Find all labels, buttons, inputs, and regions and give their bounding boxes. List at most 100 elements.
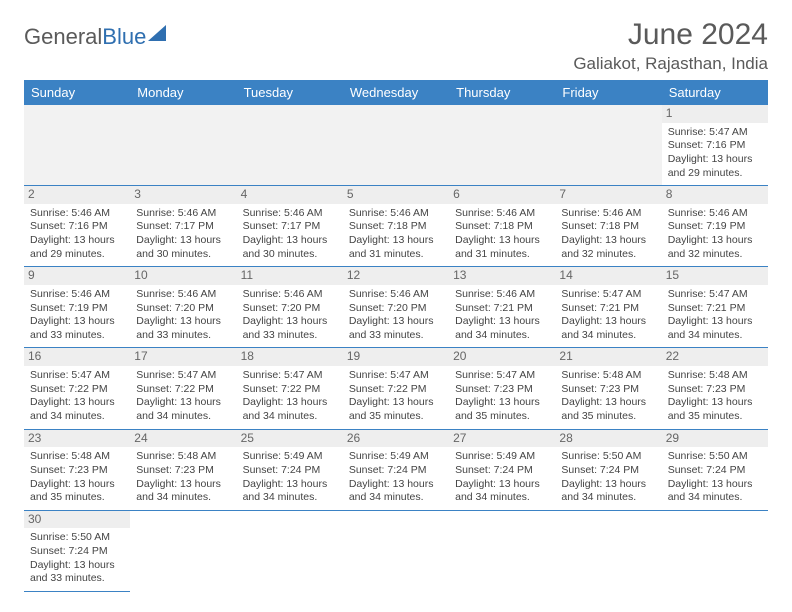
sunrise-line: Sunrise: 5:49 AM (243, 450, 337, 464)
daylight-line: Daylight: 13 hours and 30 minutes. (243, 234, 337, 261)
daylight-line: Daylight: 13 hours and 33 minutes. (136, 315, 230, 342)
day-cell: 5Sunrise: 5:46 AMSunset: 7:18 PMDaylight… (343, 186, 449, 267)
daylight-line: Daylight: 13 hours and 35 minutes. (349, 396, 443, 423)
location: Galiakot, Rajasthan, India (573, 54, 768, 74)
sunset-line: Sunset: 7:20 PM (349, 302, 443, 316)
sunrise-line: Sunrise: 5:47 AM (455, 369, 549, 383)
logo-text-general: General (24, 24, 102, 50)
sunrise-line: Sunrise: 5:46 AM (243, 288, 337, 302)
empty-cell (449, 105, 555, 186)
daylight-line: Daylight: 13 hours and 34 minutes. (668, 478, 762, 505)
sunrise-line: Sunrise: 5:49 AM (349, 450, 443, 464)
sunrise-line: Sunrise: 5:50 AM (561, 450, 655, 464)
day-cell: 3Sunrise: 5:46 AMSunset: 7:17 PMDaylight… (130, 186, 236, 267)
sunrise-line: Sunrise: 5:48 AM (136, 450, 230, 464)
day-number: 19 (343, 348, 449, 366)
daylight-line: Daylight: 13 hours and 34 minutes. (349, 478, 443, 505)
daylight-line: Daylight: 13 hours and 35 minutes. (455, 396, 549, 423)
day-number: 12 (343, 267, 449, 285)
calendar-table: Sunday Monday Tuesday Wednesday Thursday… (24, 80, 768, 592)
day-cell: 8 Sunrise: 5:46 AMSunset: 7:19 PMDaylight… (662, 186, 768, 267)
day-number: 5 (343, 186, 449, 204)
day-number: 10 (130, 267, 236, 285)
day-cell: 2Sunrise: 5:46 AMSunset: 7:16 PMDaylight… (24, 186, 130, 267)
sunrise-line: Sunrise: 5:46 AM (349, 288, 443, 302)
daylight-line: Daylight: 13 hours and 29 minutes. (30, 234, 124, 261)
day-cell: 22Sunrise: 5:48 AMSunset: 7:23 PMDayligh… (662, 348, 768, 429)
sunset-line: Sunset: 7:19 PM (30, 302, 124, 316)
logo: General Blue (24, 24, 166, 50)
daylight-line: Daylight: 13 hours and 33 minutes. (30, 315, 124, 342)
sunrise-line: Sunrise: 5:46 AM (561, 207, 655, 221)
day-number: 4 (237, 186, 343, 204)
sunset-line: Sunset: 7:21 PM (455, 302, 549, 316)
day-number: 22 (662, 348, 768, 366)
day-cell: 4Sunrise: 5:46 AMSunset: 7:17 PMDaylight… (237, 186, 343, 267)
day-cell: 29Sunrise: 5:50 AMSunset: 7:24 PMDayligh… (662, 429, 768, 510)
day-number: 6 (449, 186, 555, 204)
sunrise-line: Sunrise: 5:46 AM (136, 207, 230, 221)
daylight-line: Daylight: 13 hours and 33 minutes. (30, 559, 124, 586)
day-cell: 12Sunrise: 5:46 AMSunset: 7:20 PMDayligh… (343, 267, 449, 348)
sunset-line: Sunset: 7:24 PM (668, 464, 762, 478)
day-cell: 30Sunrise: 5:50 AMSunset: 7:24 PMDayligh… (24, 510, 130, 591)
title-block: June 2024 Galiakot, Rajasthan, India (573, 18, 768, 74)
sunrise-line: Sunrise: 5:47 AM (668, 126, 762, 140)
day-number: 26 (343, 430, 449, 448)
empty-cell (24, 105, 130, 186)
daylight-line: Daylight: 13 hours and 32 minutes. (668, 234, 762, 261)
sunrise-line: Sunrise: 5:47 AM (30, 369, 124, 383)
day-cell: 24Sunrise: 5:48 AMSunset: 7:23 PMDayligh… (130, 429, 236, 510)
day-number: 13 (449, 267, 555, 285)
daylight-line: Daylight: 13 hours and 33 minutes. (243, 315, 337, 342)
day-cell: 15Sunrise: 5:47 AMSunset: 7:21 PMDayligh… (662, 267, 768, 348)
sunset-line: Sunset: 7:17 PM (243, 220, 337, 234)
sunrise-line: Sunrise: 5:46 AM (668, 207, 762, 221)
calendar-body: 1Sunrise: 5:47 AMSunset: 7:16 PMDaylight… (24, 105, 768, 591)
sunset-line: Sunset: 7:21 PM (668, 302, 762, 316)
sunrise-line: Sunrise: 5:46 AM (455, 207, 549, 221)
empty-cell (237, 105, 343, 186)
empty-cell (555, 510, 661, 591)
sunset-line: Sunset: 7:18 PM (455, 220, 549, 234)
day-number: 8 (662, 186, 768, 204)
day-number: 27 (449, 430, 555, 448)
empty-cell (130, 510, 236, 591)
day-cell: 17Sunrise: 5:47 AMSunset: 7:22 PMDayligh… (130, 348, 236, 429)
day-number: 24 (130, 430, 236, 448)
page-title: June 2024 (573, 18, 768, 52)
sunrise-line: Sunrise: 5:50 AM (30, 531, 124, 545)
day-cell: 1Sunrise: 5:47 AMSunset: 7:16 PMDaylight… (662, 105, 768, 186)
sunset-line: Sunset: 7:17 PM (136, 220, 230, 234)
daylight-line: Daylight: 13 hours and 35 minutes. (668, 396, 762, 423)
empty-cell (449, 510, 555, 591)
day-cell: 23Sunrise: 5:48 AMSunset: 7:23 PMDayligh… (24, 429, 130, 510)
sunrise-line: Sunrise: 5:48 AM (668, 369, 762, 383)
sunrise-line: Sunrise: 5:46 AM (30, 288, 124, 302)
weekday-header: Monday (130, 80, 236, 105)
sunrise-line: Sunrise: 5:46 AM (136, 288, 230, 302)
daylight-line: Daylight: 13 hours and 34 minutes. (561, 315, 655, 342)
day-number: 2 (24, 186, 130, 204)
day-cell: 11Sunrise: 5:46 AMSunset: 7:20 PMDayligh… (237, 267, 343, 348)
daylight-line: Daylight: 13 hours and 34 minutes. (455, 315, 549, 342)
day-cell: 6Sunrise: 5:46 AMSunset: 7:18 PMDaylight… (449, 186, 555, 267)
day-number: 14 (555, 267, 661, 285)
day-number: 25 (237, 430, 343, 448)
sunset-line: Sunset: 7:22 PM (30, 383, 124, 397)
sunset-line: Sunset: 7:18 PM (561, 220, 655, 234)
weekday-header: Friday (555, 80, 661, 105)
sunrise-line: Sunrise: 5:47 AM (243, 369, 337, 383)
day-number: 16 (24, 348, 130, 366)
daylight-line: Daylight: 13 hours and 34 minutes. (30, 396, 124, 423)
sail-icon (148, 25, 166, 41)
day-number: 23 (24, 430, 130, 448)
empty-cell (343, 105, 449, 186)
sunset-line: Sunset: 7:19 PM (668, 220, 762, 234)
day-number: 3 (130, 186, 236, 204)
daylight-line: Daylight: 13 hours and 32 minutes. (561, 234, 655, 261)
daylight-line: Daylight: 13 hours and 34 minutes. (561, 478, 655, 505)
sunset-line: Sunset: 7:22 PM (349, 383, 443, 397)
day-number: 11 (237, 267, 343, 285)
weekday-header: Wednesday (343, 80, 449, 105)
